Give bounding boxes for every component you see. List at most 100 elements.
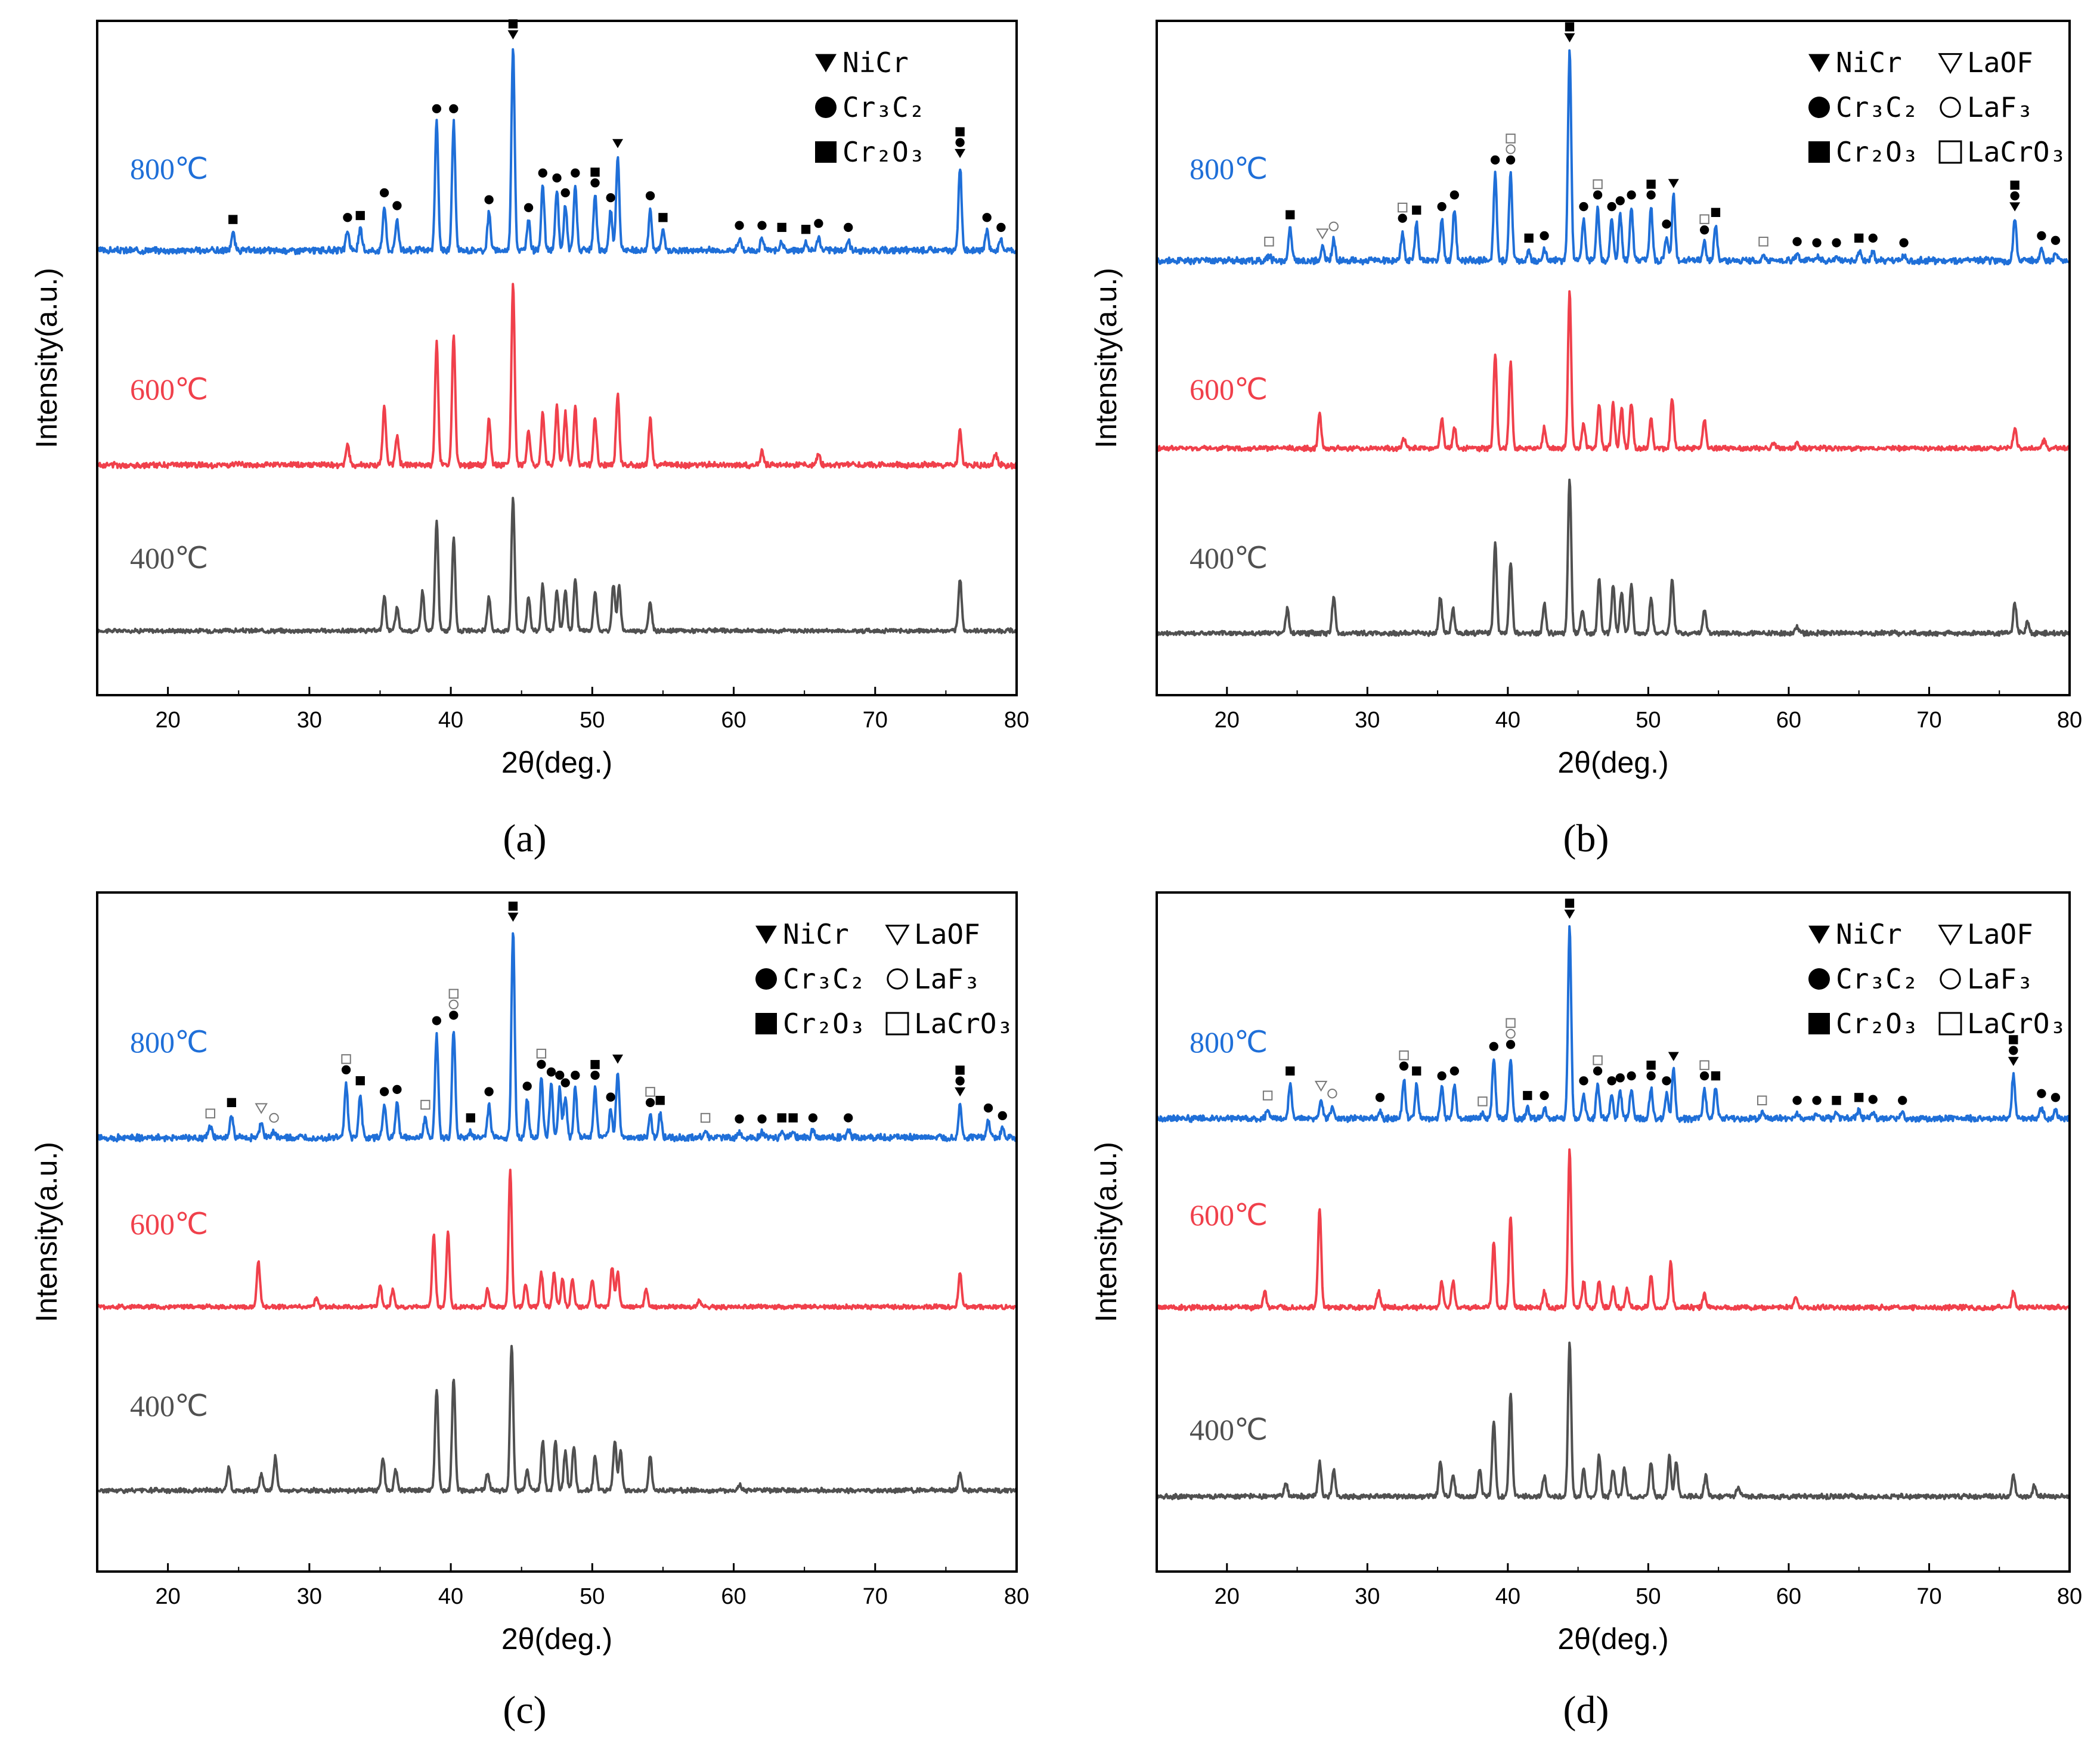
cr2o3-marker — [1286, 210, 1295, 219]
series-line-400 — [97, 1344, 1018, 1495]
lacro3-marker — [1262, 1090, 1273, 1101]
cr2o3-marker — [508, 901, 518, 911]
y-axis-title: Intensity(a.u.) — [30, 1142, 63, 1322]
cr2o3-marker — [777, 222, 786, 233]
cr3c2-marker — [1579, 1076, 1588, 1086]
cr3c2-marker — [537, 1059, 546, 1069]
cr2o3-marker — [1711, 207, 1721, 217]
circle-open-legend-symbol — [1940, 97, 1961, 118]
cr3c2-marker — [2010, 191, 2020, 201]
lacro3-marker — [205, 1108, 215, 1118]
cr3c2-marker — [1627, 1071, 1636, 1081]
series-line-800 — [96, 48, 1018, 255]
x-tick-label: 70 — [863, 1584, 888, 1609]
cr3c2-marker — [1662, 1076, 1671, 1086]
series-line-600 — [1156, 1148, 2071, 1312]
cr2o3-marker — [1565, 22, 1575, 32]
x-tick-label: 20 — [155, 1584, 180, 1609]
cr3c2-marker — [1506, 155, 1516, 165]
cr2o3-marker — [355, 210, 365, 221]
series-line-800 — [1156, 49, 2071, 266]
cr3c2-marker — [998, 1111, 1007, 1120]
x-tick-label: 50 — [1636, 1584, 1661, 1609]
lacro3-marker — [1699, 1060, 1709, 1070]
square-open-legend-symbol — [1938, 140, 1962, 164]
series-line-800 — [96, 932, 1018, 1143]
tri-down-filled-legend-symbol — [1808, 54, 1830, 73]
cr3c2-marker — [546, 1067, 556, 1077]
lacro3-marker — [1478, 1096, 1488, 1107]
cr2o3-marker — [1711, 1071, 1721, 1081]
cr3c2-marker — [1607, 1076, 1616, 1086]
cr3c2-marker — [2009, 1046, 2018, 1055]
x-tick-label: 80 — [2057, 708, 2082, 733]
cr3c2-marker — [560, 188, 570, 198]
lacro3-marker — [341, 1054, 351, 1064]
cr3c2-marker — [1579, 202, 1588, 212]
cr3c2-marker — [1399, 1061, 1409, 1071]
tri-down-open-legend-symbol — [885, 925, 910, 946]
cr3c2-marker — [484, 1087, 494, 1096]
x-axis-title: 2θ(deg.) — [501, 746, 612, 779]
cr3c2-marker — [1646, 190, 1656, 200]
series-line-600 — [96, 283, 1018, 470]
x-tick-label: 30 — [1355, 1584, 1380, 1609]
laof-marker — [1314, 1080, 1328, 1092]
cr3c2-marker — [1792, 237, 1802, 246]
cr3c2-marker — [814, 219, 823, 228]
cr3c2-marker — [2037, 231, 2046, 241]
panel-a: 800℃ 600℃ 400℃ 20 30 40 50 60 70 80 2θ(deg.) Intens… — [30, 19, 1029, 860]
tri-down-filled-legend-symbol — [1808, 925, 1830, 944]
x-tick-label: 60 — [1776, 708, 1801, 733]
square-open-legend-symbol — [1938, 1012, 1962, 1036]
cr3c2-marker — [1812, 1096, 1822, 1105]
x-tick-label: 80 — [1004, 1584, 1029, 1609]
cr3c2-marker — [538, 168, 547, 178]
cr3c2-marker — [1506, 1040, 1516, 1049]
tri-down-open-legend-symbol — [1938, 53, 1963, 75]
lacro3-marker — [1699, 214, 1709, 224]
cr3c2-marker — [1437, 1071, 1447, 1081]
x-tick-label: 70 — [863, 708, 888, 733]
lacro3-marker — [1757, 1095, 1767, 1105]
cr2o3-marker — [1565, 898, 1575, 908]
nicr-marker — [955, 148, 966, 159]
cr2o3-marker — [228, 215, 238, 224]
cr3c2-marker — [555, 1070, 565, 1080]
x-axis-title: 2θ(deg.) — [501, 1622, 612, 1656]
cr3c2-marker — [1437, 202, 1447, 212]
plot-frame — [1156, 891, 2071, 1573]
legend-label: Cr₃C₂ — [843, 91, 925, 123]
legend-label: LaF₃ — [1967, 91, 2033, 123]
legend-label: LaF₃ — [1967, 963, 2033, 995]
legend-label: NiCr — [783, 918, 849, 950]
temp-label-600: 600℃ — [1190, 373, 1268, 406]
cr3c2-marker — [1607, 202, 1616, 212]
cr3c2-marker — [449, 1011, 459, 1020]
series-line-600 — [1156, 290, 2071, 453]
x-tick-label: 80 — [1004, 708, 1029, 733]
cr2o3-marker — [1854, 1093, 1864, 1102]
x-tick-label: 70 — [1916, 1584, 1941, 1609]
cr3c2-marker — [1375, 1093, 1385, 1102]
series-line-400 — [1156, 478, 2071, 637]
tri-down-open-legend-symbol — [1938, 925, 1963, 946]
panel-d: 800℃ 600℃ 400℃ 20 30 40 50 60 70 80 2θ(deg.) Intens… — [1089, 891, 2082, 1732]
lacro3-marker — [1397, 202, 1408, 213]
y-axis-title: Intensity(a.u.) — [30, 268, 63, 448]
x-tick-label: 40 — [1495, 1584, 1520, 1609]
cr2o3-marker — [2009, 1035, 2018, 1045]
nicr-marker — [955, 1087, 966, 1097]
cr3c2-marker — [982, 213, 992, 222]
cr3c2-marker — [590, 1070, 600, 1080]
x-tick-label: 40 — [438, 1584, 463, 1609]
x-tick-label: 50 — [580, 1584, 605, 1609]
legend-label: Cr₂O₃ — [843, 136, 925, 168]
cr3c2-marker — [1615, 1073, 1625, 1083]
cr3c2-marker — [606, 1092, 615, 1102]
cr2o3-marker — [777, 1113, 786, 1123]
cr3c2-marker — [524, 203, 534, 212]
legend-label: LaCrO₃ — [1967, 1008, 2066, 1040]
cr2o3-marker — [658, 213, 668, 222]
circle-filled-legend-symbol — [755, 968, 777, 990]
